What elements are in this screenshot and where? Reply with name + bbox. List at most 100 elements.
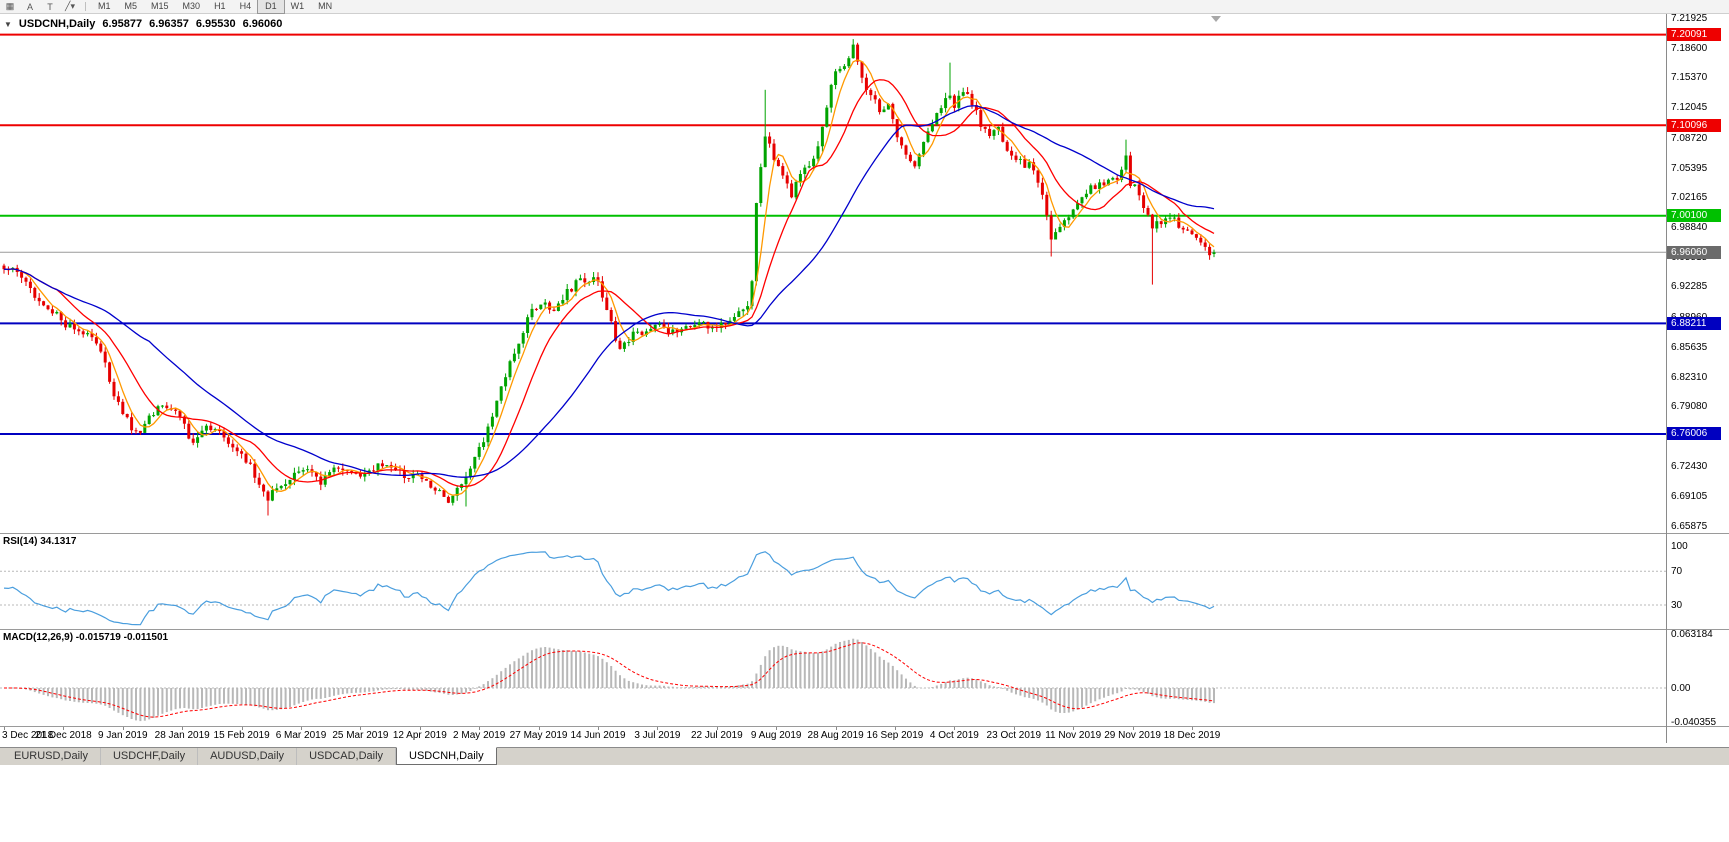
slow-ma	[3, 105, 1215, 478]
macd-scale-label: 0.063184	[1671, 629, 1713, 640]
timeframe-button-mn[interactable]: MN	[318, 1, 333, 11]
draw-tool-icon[interactable]: ╱▾	[65, 1, 75, 11]
date-tick	[301, 727, 302, 730]
fast-ma	[3, 59, 1215, 496]
date-tick	[954, 727, 956, 730]
price-scale-label: 7.02165	[1671, 191, 1708, 203]
chart-tab-audusd[interactable]: AUDUSD,Daily	[198, 748, 298, 765]
price-scale-label: 7.12045	[1671, 102, 1708, 114]
date-label: 21 Dec 2018	[35, 730, 92, 741]
splitter-rsi-macd[interactable]	[0, 629, 1729, 630]
macd-scale-label: -0.040355	[1671, 717, 1717, 729]
chart-shift-marker-icon	[1211, 16, 1221, 22]
date-tick	[716, 727, 718, 730]
rsi-title: RSI(14) 34.1317	[3, 536, 77, 547]
timeframe-button-m30[interactable]: M30	[182, 1, 201, 11]
date-tick	[895, 727, 896, 730]
date-tick	[360, 727, 362, 730]
date-tick	[479, 727, 481, 730]
rsi-scale-label: 70	[1671, 566, 1683, 578]
cursor-tool-icon[interactable]: A	[26, 1, 33, 12]
timeframe-button-w1[interactable]: W1	[290, 1, 305, 11]
date-label: 4 Oct 2019	[929, 730, 979, 741]
timeframe-button-m1[interactable]: M1	[98, 1, 111, 11]
macd-pane[interactable]: MACD(12,26,9) -0.015719 -0.011501	[0, 630, 1666, 726]
chart-ohlc-header: ▼ USDCNH,Daily 6.95877 6.96357 6.95530 6…	[4, 18, 282, 30]
chart-tab-usdchf[interactable]: USDCHF,Daily	[101, 748, 199, 765]
macd-scale-label: 0.00	[1671, 683, 1691, 694]
date-axis[interactable]: 3 Dec 2018 21 Dec 2018 9 Jan 2019 28 Jan 20…	[0, 727, 1729, 743]
rsi-scale-label: 30	[1671, 600, 1683, 611]
ohlc-open-value: 6.95877	[102, 18, 143, 30]
price-scale-label: 7.08720	[1671, 132, 1708, 144]
price-scale-label: 7.05395	[1671, 162, 1708, 174]
price-scale-label: 6.85635	[1671, 341, 1708, 353]
date-label: 9 Aug 2019	[750, 730, 802, 741]
date-label: 6 Mar 2019	[275, 730, 327, 741]
price-line-badge: 7.10096	[1667, 118, 1721, 132]
macd-title: MACD(12,26,9) -0.015719 -0.011501	[3, 632, 169, 643]
date-label: 15 Feb 2019	[213, 730, 270, 741]
date-tick	[835, 727, 837, 730]
chart-tab-usdcnh[interactable]: USDCNH,Daily	[396, 747, 497, 765]
date-label: 22 Jul 2019	[690, 730, 743, 741]
date-tick	[122, 727, 124, 730]
chart-tab-eurusd[interactable]: EURUSD,Daily	[2, 748, 101, 765]
price-scale-label: 6.98840	[1671, 222, 1708, 234]
date-tick	[419, 727, 421, 730]
date-tick	[776, 727, 778, 730]
price-scale-label: 6.72430	[1671, 461, 1708, 473]
date-tick	[598, 727, 599, 730]
date-label: 16 Sep 2019	[866, 730, 924, 741]
date-label: 12 Apr 2019	[392, 730, 447, 741]
ohlc-low-value: 6.95530	[195, 18, 236, 30]
price-scale-label: 6.79080	[1671, 401, 1708, 413]
rsi-line	[3, 551, 1215, 626]
date-label: 28 Aug 2019	[807, 730, 864, 741]
date-label: 18 Dec 2019	[1163, 730, 1221, 741]
top-toolbar: ▦ A T ╱▾ M1 M5 M15 M30 H1 H4 D1 W1 MN	[0, 0, 1729, 14]
current-price-badge: 6.96060	[1667, 245, 1721, 259]
price-scale-label: 6.69105	[1671, 491, 1708, 503]
price-line-badge: 7.20091	[1667, 28, 1721, 42]
splitter-main-rsi[interactable]	[0, 533, 1729, 534]
macd-chart[interactable]	[0, 630, 1666, 726]
rsi-pane[interactable]: RSI(14) 34.1317	[0, 534, 1666, 629]
date-label: 11 Nov 2019	[1045, 730, 1102, 741]
date-tick	[4, 727, 5, 730]
date-label: 23 Oct 2019	[986, 730, 1042, 741]
timeframe-button-h1[interactable]: H1	[214, 1, 226, 11]
timeframe-button-d1[interactable]: D1	[257, 0, 285, 14]
price-line-badge: 7.00100	[1667, 209, 1721, 223]
chart-tab-usdcad[interactable]: USDCAD,Daily	[297, 748, 397, 765]
candlestick-chart[interactable]	[0, 14, 1666, 533]
date-label: 9 Jan 2019	[98, 730, 148, 741]
date-tick	[1013, 727, 1015, 730]
text-tool-icon[interactable]: T	[47, 1, 53, 12]
rsi-chart[interactable]	[0, 534, 1666, 629]
chart-window-icon[interactable]: ▦	[5, 1, 15, 11]
date-label: 2 May 2019	[453, 730, 506, 741]
chart-tab-bar: EURUSD,Daily USDCHF,Daily AUDUSD,Daily USDC…	[0, 747, 1729, 765]
macd-signal-line	[4, 642, 1215, 718]
timeframe-button-m5[interactable]: M5	[124, 1, 138, 11]
price-chart-pane[interactable]: ▼ USDCNH,Daily 6.95877 6.96357 6.95530 6…	[0, 14, 1666, 533]
timeframe-button-h4[interactable]: H4	[239, 1, 252, 11]
price-scale-label: 7.18600	[1671, 43, 1708, 55]
date-label: 29 Nov 2019	[1104, 730, 1161, 741]
date-tick	[538, 727, 540, 730]
date-tick	[1073, 727, 1075, 730]
mid-ma	[3, 79, 1215, 488]
price-line-badge: 6.76006	[1667, 427, 1721, 441]
price-scale-column[interactable]: 7.21925 7.18600 7.15370 7.12045 7.08720 7.053…	[1667, 0, 1729, 747]
price-scale-label: 6.82310	[1671, 371, 1708, 383]
date-label: 25 Mar 2019	[332, 730, 389, 741]
timeframe-button-m15[interactable]: M15	[151, 1, 169, 11]
price-line-badge: 6.88211	[1667, 316, 1721, 330]
chart-collapse-arrow-icon[interactable]: ▼	[4, 19, 12, 29]
date-label: 14 Jun 2019	[570, 730, 626, 741]
date-label: 28 Jan 2019	[154, 730, 210, 741]
date-tick	[241, 727, 243, 730]
price-axis-line	[1666, 14, 1667, 743]
date-label: 3 Dec 2018	[2, 730, 54, 741]
